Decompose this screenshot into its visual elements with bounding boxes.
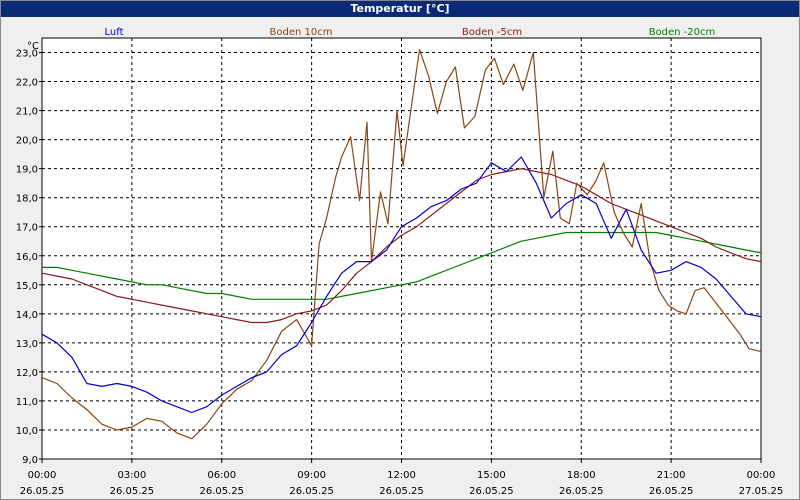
x-tick-date: 26.05.25 — [649, 486, 694, 497]
y-tick-label: 12,0 — [16, 368, 38, 379]
y-tick-label: 15,0 — [16, 281, 38, 292]
y-tick-label: 16,0 — [16, 252, 38, 263]
x-tick-time: 00:00 — [747, 470, 776, 481]
series-line-boden-10cm — [41, 48, 762, 440]
y-axis-unit: °C — [27, 41, 39, 52]
x-tick-date: 26.05.25 — [379, 486, 424, 497]
y-tick-label: 14,0 — [16, 310, 38, 321]
y-tick-label: 19,0 — [16, 165, 38, 176]
x-tick-time: 15:00 — [477, 470, 506, 481]
y-tick-label: 22,0 — [16, 78, 38, 89]
x-tick-time: 00:00 — [28, 470, 57, 481]
x-tick-date: 26.05.25 — [559, 486, 604, 497]
y-tick-label: 13,0 — [16, 339, 38, 350]
series-line-boden-5cm — [41, 168, 762, 324]
legend-entry: Luft — [105, 27, 124, 38]
x-tick-time: 18:00 — [567, 470, 596, 481]
series-line-boden-20cm — [42, 231, 762, 300]
x-tick-time: 21:00 — [657, 470, 686, 481]
x-tick-date: 26.05.25 — [199, 486, 244, 497]
x-tick-date: 26.05.25 — [20, 486, 65, 497]
legend-entry: Boden -20cm — [649, 27, 716, 38]
series-line-luft — [41, 156, 762, 414]
y-tick-label: 11,0 — [16, 397, 38, 408]
x-tick-time: 03:00 — [117, 470, 146, 481]
x-tick-date: 27.05.25 — [739, 486, 784, 497]
y-tick-label: 21,0 — [16, 107, 38, 118]
y-tick-label: 18,0 — [16, 194, 38, 205]
x-tick-date: 26.05.25 — [289, 486, 334, 497]
x-tick-date: 26.05.25 — [110, 486, 155, 497]
window-title: Temperatur [°C] — [1, 1, 799, 17]
y-tick-label: 9,0 — [22, 455, 38, 466]
x-tick-date: 26.05.25 — [469, 486, 514, 497]
x-tick-time: 06:00 — [207, 470, 236, 481]
y-tick-label: 17,0 — [16, 223, 38, 234]
legend-entry: Boden -5cm — [462, 27, 522, 38]
y-tick-label: 10,0 — [16, 426, 38, 437]
y-tick-label: 20,0 — [16, 136, 38, 147]
x-tick-time: 09:00 — [297, 470, 326, 481]
legend-entry: Boden 10cm — [270, 27, 333, 38]
x-tick-time: 12:00 — [387, 470, 416, 481]
y-tick-label: 23,0 — [16, 49, 38, 60]
